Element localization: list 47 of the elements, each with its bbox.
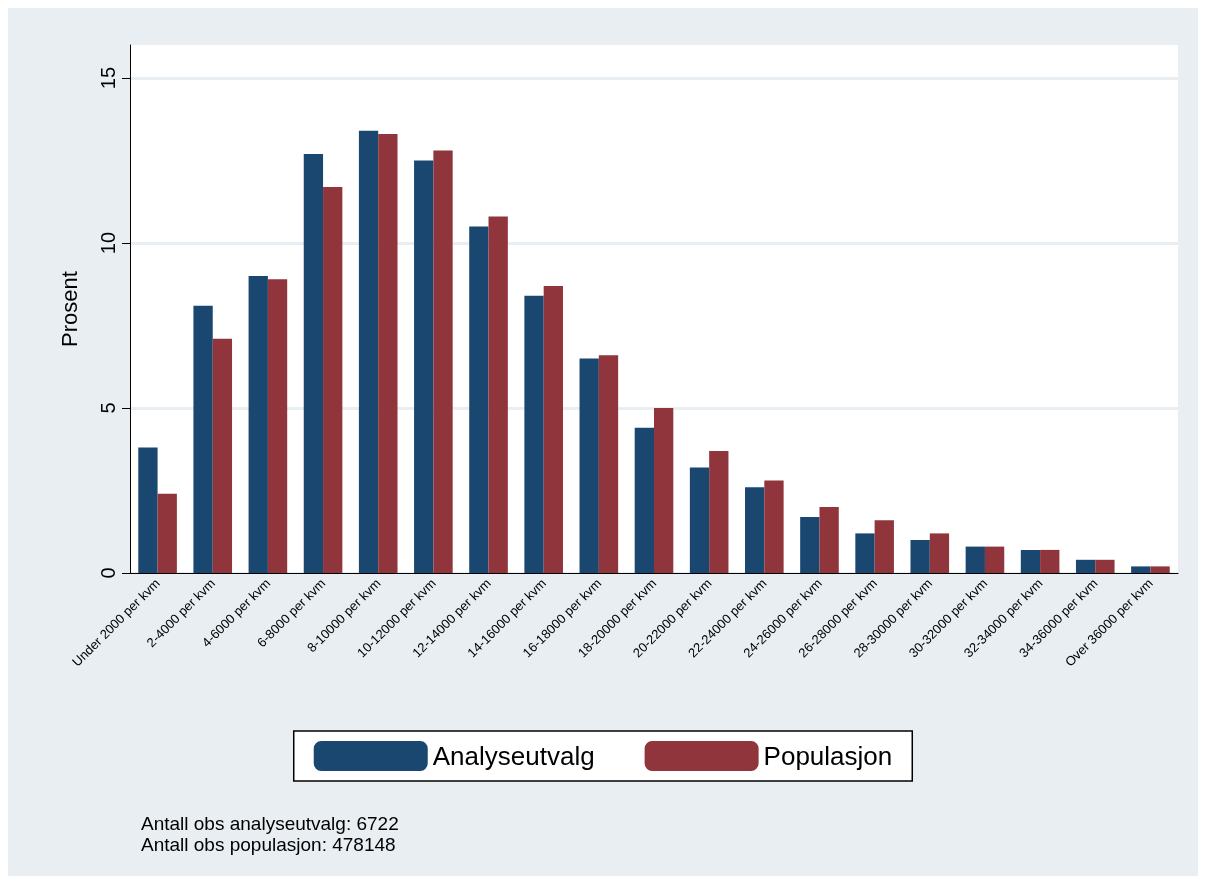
bar — [709, 450, 729, 573]
bar — [193, 305, 213, 573]
bar — [138, 447, 158, 573]
bar — [212, 338, 233, 573]
bar — [524, 295, 544, 573]
bar — [1150, 566, 1170, 573]
bar — [1020, 549, 1041, 573]
bar — [267, 279, 288, 573]
bar — [469, 226, 489, 573]
bar — [579, 358, 599, 573]
y-tick-label: 5 — [97, 402, 119, 414]
bar — [965, 546, 985, 573]
bar — [488, 216, 508, 573]
y-tick-label: 15 — [97, 66, 119, 90]
bar — [764, 480, 784, 573]
text: Antall obs populasjon: 478148 — [141, 834, 396, 855]
bar — [855, 533, 875, 573]
text: Antall obs analyseutvalg: 6722 — [141, 813, 399, 834]
bar — [745, 487, 765, 573]
bar — [1131, 566, 1151, 573]
bar — [1095, 559, 1115, 573]
bar — [433, 150, 453, 573]
bar — [543, 285, 563, 573]
bar — [874, 520, 894, 573]
bar — [984, 546, 1005, 573]
legend-label: Populasjon — [763, 741, 893, 771]
bar — [157, 493, 177, 573]
bar — [358, 130, 379, 573]
bar — [248, 276, 268, 573]
bar — [689, 467, 710, 573]
y-axis-title: Prosent — [56, 271, 82, 347]
bar — [598, 355, 619, 573]
bar — [654, 408, 674, 573]
bar — [323, 186, 343, 573]
bar — [1040, 549, 1060, 573]
bar — [929, 533, 950, 573]
y-tick-label: 10 — [97, 231, 119, 255]
bar — [303, 153, 324, 573]
bar — [1075, 559, 1096, 573]
bar — [800, 516, 820, 573]
bar — [819, 507, 839, 573]
bar — [414, 160, 434, 573]
bar — [910, 540, 930, 573]
bar — [378, 134, 398, 573]
bar — [634, 427, 654, 573]
y-tick-label: 0 — [97, 567, 119, 579]
legend-label: Analyseutvalg — [432, 741, 595, 771]
